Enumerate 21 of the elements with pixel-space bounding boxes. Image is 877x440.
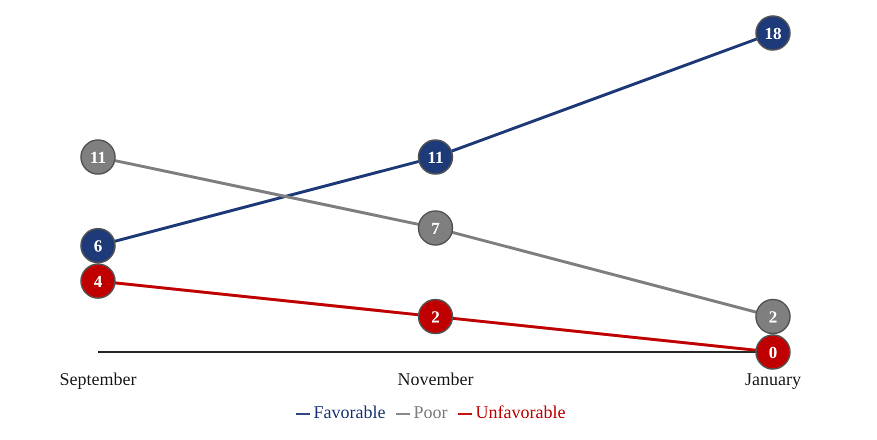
point (755, 298, 791, 334)
data-label: 0 (768, 343, 778, 362)
legend-label: Poor (414, 402, 448, 422)
point (418, 210, 454, 246)
data-label: 18 (764, 24, 782, 44)
point (80, 228, 116, 264)
x-tick-label: January (745, 368, 801, 389)
data-label: 6 (94, 236, 102, 256)
point (80, 263, 116, 299)
data-label: 11 (90, 148, 106, 168)
point (418, 298, 454, 334)
data-label: 7 (431, 218, 440, 238)
point (755, 334, 791, 370)
data-label: 11 (427, 148, 444, 168)
legend-label: Favorable (314, 402, 386, 422)
data-label: 2 (431, 308, 440, 327)
x-tick-label: November (398, 368, 474, 389)
data-label: 4 (94, 272, 103, 292)
legend-label: Unfavorable (476, 402, 566, 422)
data-label: 2 (768, 308, 778, 327)
x-tick-label: September (60, 368, 136, 389)
